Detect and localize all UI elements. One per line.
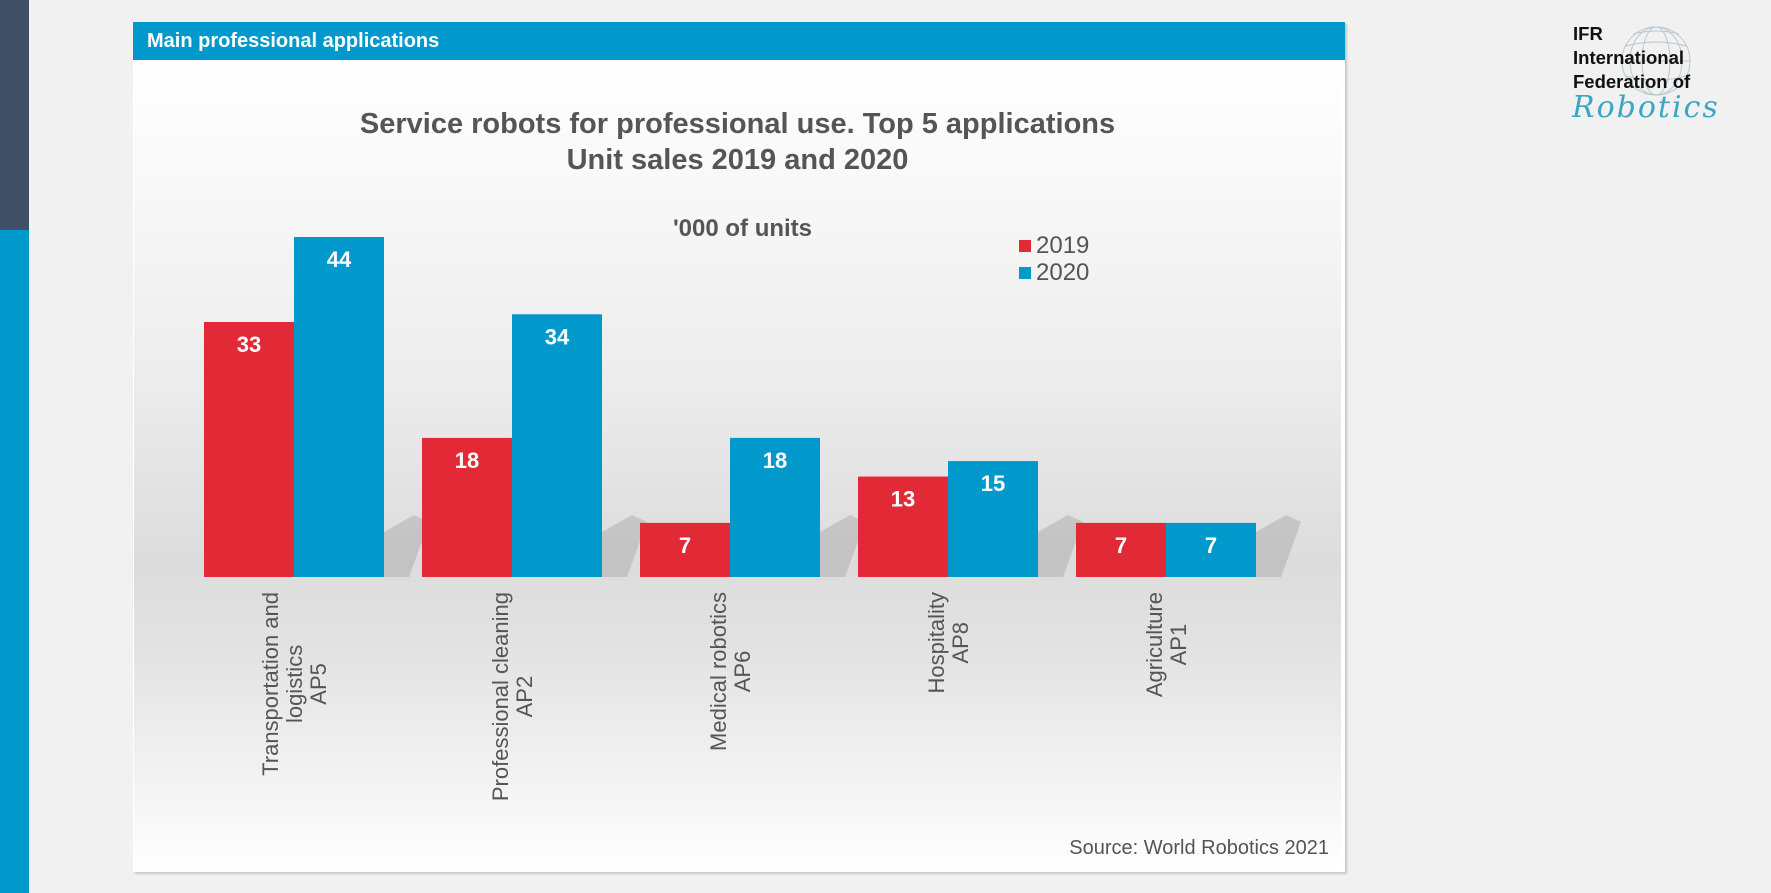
category-label-line: Transportation and: [258, 592, 283, 776]
category-label-line: Medical robotics: [706, 592, 731, 751]
chart-panel: Main professional applications Service r…: [133, 22, 1345, 872]
bar-2019-4: [1076, 522, 1166, 577]
data-label-2019-2: 7: [679, 533, 691, 558]
logo-text: IFR International Federation of: [1573, 22, 1690, 94]
category-label-line: AP8: [948, 622, 973, 664]
panel-header: Main professional applications: [133, 22, 1345, 60]
bar-2020-0: [294, 237, 384, 577]
legend-label-2019: 2019: [1036, 232, 1090, 259]
data-label-2020-4: 7: [1205, 533, 1217, 558]
bar-2019-0: [204, 322, 294, 577]
bar-2019-3: [858, 476, 948, 577]
chart-units-label: '000 of units: [672, 215, 813, 242]
category-label-0: Transportation and logistics AP5: [258, 592, 331, 776]
category-label-3: Hospitality AP8: [924, 592, 973, 693]
data-label-2020-1: 34: [545, 324, 570, 349]
ifr-logo: IFR International Federation of Robotics: [1572, 20, 1753, 130]
data-label-2019-1: 18: [455, 448, 479, 473]
category-label-line: AP1: [1166, 624, 1191, 666]
source-note: Source: World Robotics 2021: [1069, 837, 1329, 859]
data-label-2020-3: 15: [981, 471, 1005, 496]
category-label-line: AP6: [730, 651, 755, 693]
bar-shadow: [1038, 515, 1083, 577]
legend-swatch-2020: [1019, 266, 1031, 279]
bar-2020-1: [512, 314, 602, 577]
data-label-2019-0: 33: [237, 332, 261, 357]
bar-shadow: [384, 515, 429, 577]
logo-line-3: Federation of: [1573, 71, 1691, 92]
chart-title-line-1: Service robots for professional use. Top…: [359, 108, 1116, 140]
chart-title: Service robots for professional use. Top…: [134, 106, 1341, 178]
legend-swatch-2019: [1019, 239, 1031, 252]
legend-label-2020: 2020: [1036, 259, 1090, 286]
data-label-2019-4: 7: [1115, 533, 1127, 558]
bar-2020-2: [730, 437, 820, 577]
category-label-line: Hospitality: [924, 592, 949, 693]
legend-item-2020: 2020: [1019, 259, 1089, 286]
chart-legend: 2019 2020: [1019, 232, 1089, 286]
logo-script: Robotics: [1572, 90, 1720, 125]
bar-2020-3: [948, 461, 1038, 577]
chart-area: Service robots for professional use. Top…: [134, 60, 1341, 872]
bar-shadow: [820, 515, 865, 577]
category-label-line: Professional cleaning: [488, 592, 513, 801]
category-label-line: Agriculture: [1142, 592, 1167, 697]
category-label-1: Professional cleaning AP2: [488, 592, 537, 801]
data-label-2020-0: 44: [327, 247, 352, 272]
logo-line-1: IFR: [1573, 23, 1603, 44]
data-label-2019-3: 13: [891, 487, 915, 512]
category-label-line: AP5: [306, 663, 331, 705]
legend-item-2019: 2019: [1019, 232, 1089, 259]
bar-2019-1: [422, 437, 512, 577]
bar-2020-4: [1166, 522, 1256, 577]
bar-shadow: [602, 515, 647, 577]
data-label-2020-2: 18: [763, 448, 787, 473]
category-label-4: Agriculture AP1: [1142, 592, 1191, 697]
bar-shadow: [1256, 515, 1301, 577]
sidebar-strip-dark: [0, 0, 29, 230]
chart-title-line-2: Unit sales 2019 and 2020: [566, 144, 909, 176]
category-label-line: AP2: [512, 676, 537, 718]
bar-chart: 33 18 7 13 7 44 34 18 15 7 Transportation and logis…: [204, 237, 1301, 801]
sidebar-strip-blue: [0, 230, 29, 893]
category-label-line: logistics: [282, 645, 307, 723]
globe-icon: [1621, 26, 1691, 96]
bar-2019-2: [640, 522, 730, 577]
category-label-2: Medical robotics AP6: [706, 592, 755, 751]
logo-line-2: International: [1573, 47, 1685, 68]
